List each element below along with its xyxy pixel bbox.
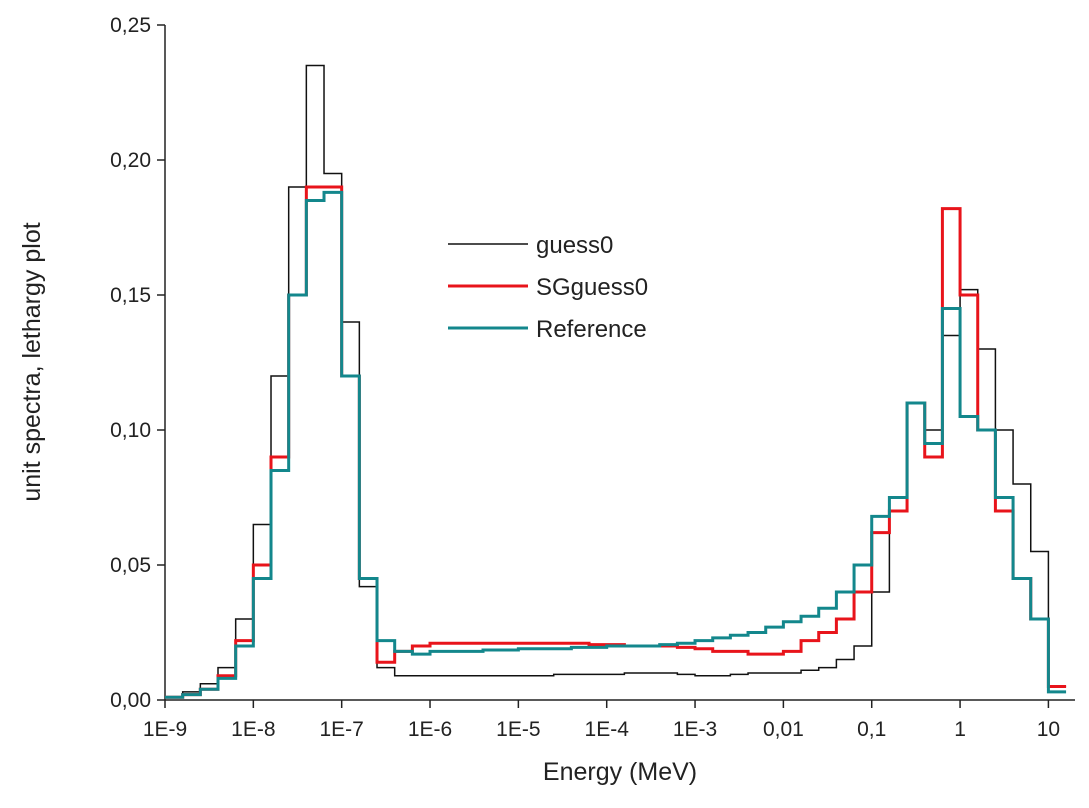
y-tick-label: 0,25 [110, 14, 151, 37]
series-line [165, 64, 1067, 699]
legend-label: Reference [536, 316, 647, 343]
x-tick-label: 1E-4 [585, 718, 630, 741]
series-line [165, 190, 1067, 699]
y-tick-label: 0,00 [110, 689, 151, 712]
y-tick-label: 0,20 [110, 149, 151, 172]
x-tick-label: 1E-8 [231, 718, 275, 741]
x-tick-label: 1E-9 [143, 718, 187, 741]
y-tick-label: 0,15 [110, 284, 151, 307]
x-tick-label: 1 [954, 718, 966, 741]
x-tick-label: 10 [1037, 718, 1060, 741]
y-axis-title: unit spectra, lethargy plot [18, 222, 46, 501]
x-tick-label: 1E-6 [408, 718, 452, 741]
x-tick-label: 0,01 [763, 718, 804, 741]
y-tick-label: 0,05 [110, 554, 151, 577]
x-tick-label: 1E-5 [496, 718, 540, 741]
legend-label: guess0 [536, 232, 613, 259]
legend-label: SGguess0 [536, 274, 648, 301]
x-axis-title: Energy (MeV) [543, 758, 697, 786]
x-tick-label: 0,1 [857, 718, 886, 741]
x-tick-label: 1E-7 [320, 718, 364, 741]
x-tick-label: 1E-3 [673, 718, 717, 741]
y-tick-label: 0,10 [110, 419, 151, 442]
